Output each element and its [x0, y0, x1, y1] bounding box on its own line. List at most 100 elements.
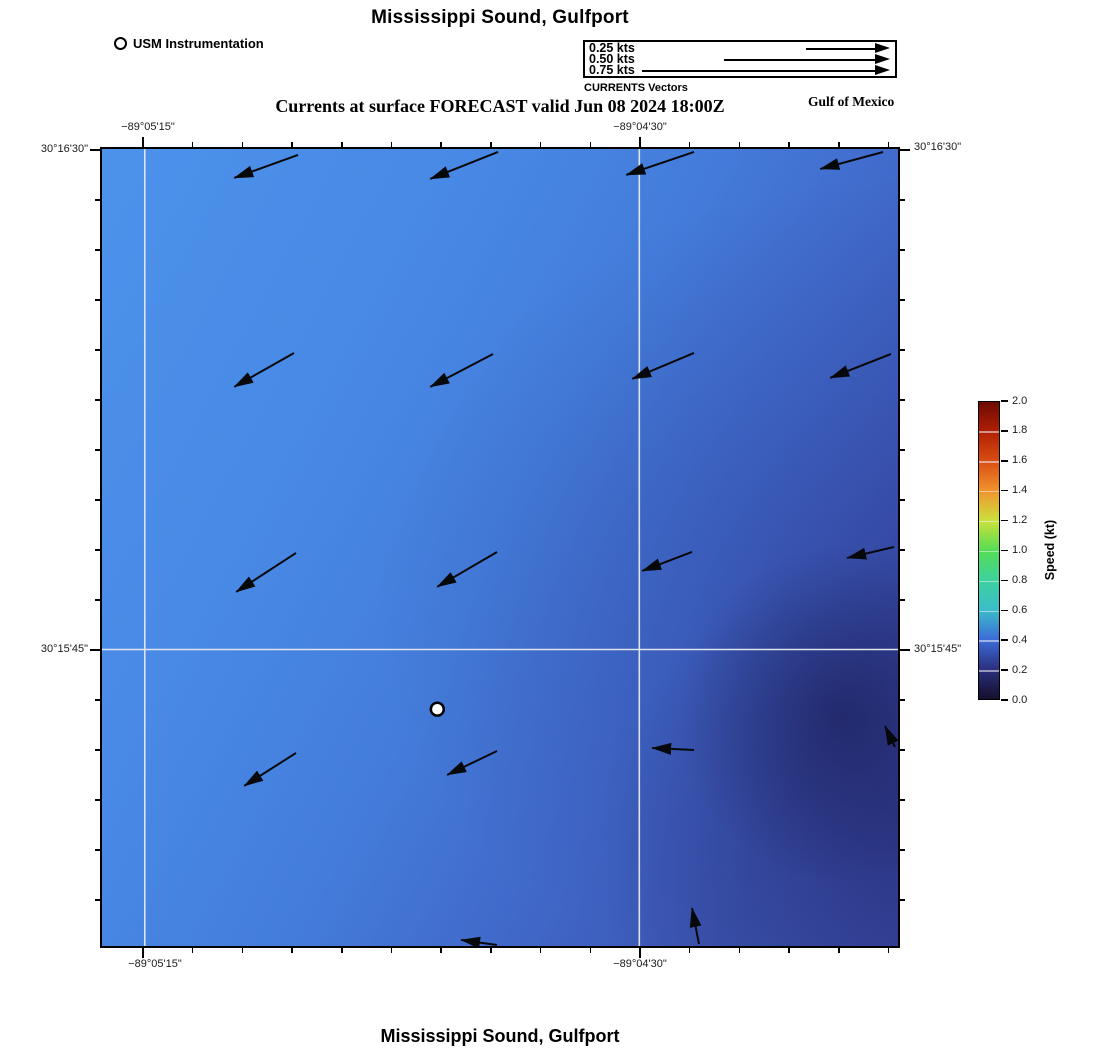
- colorbar-axis-label: Speed (kt): [1043, 519, 1057, 581]
- axis-tick: [291, 142, 293, 147]
- axis-tick: [95, 899, 100, 901]
- axis-tick: [539, 142, 542, 147]
- axis-tick: [390, 142, 393, 147]
- current-vector-arrow: [641, 551, 693, 572]
- current-vector-arrow: [446, 750, 498, 776]
- axis-tick: [95, 499, 100, 501]
- current-vectors: [233, 151, 898, 946]
- axis-tick: [788, 142, 790, 147]
- axis-tick: [688, 142, 691, 147]
- axis-tick: [900, 249, 905, 251]
- axis-tick: [1000, 489, 1008, 492]
- axis-tick: [639, 137, 641, 147]
- axis-tick: [191, 142, 194, 147]
- colorbar-divider: [979, 640, 999, 642]
- vector-legend-caption: CURRENTS Vectors: [584, 82, 688, 94]
- colorbar-tick-label: 1.4: [1012, 484, 1028, 497]
- vector-legend-shaft: [724, 59, 876, 61]
- vector-field-layer: [102, 149, 898, 946]
- axis-tick: [838, 948, 840, 953]
- bottom-title: Mississippi Sound, Gulfport: [380, 1026, 620, 1046]
- colorbar-tick-label: 0.8: [1012, 573, 1028, 586]
- colorbar-divider: [979, 550, 999, 553]
- axis-tick: [95, 749, 100, 751]
- axis-tick: [900, 449, 905, 451]
- current-vector-arrow: [233, 154, 299, 179]
- arrowhead-icon: [875, 54, 890, 64]
- right-axis-label: 30°15'45": [914, 643, 962, 655]
- axis-tick: [241, 142, 244, 147]
- top-axis-label: −89°04'30": [613, 121, 667, 133]
- axis-tick: [1000, 699, 1008, 701]
- axis-tick: [95, 799, 100, 801]
- colorbar-tick-label: 1.6: [1012, 454, 1028, 467]
- axis-tick: [90, 149, 100, 151]
- axis-tick: [639, 948, 641, 958]
- vector-legend-row: 0.75 kts: [585, 63, 895, 77]
- arrowhead-icon: [875, 65, 890, 75]
- axis-tick: [95, 599, 100, 601]
- vector-legend-label: 0.25 kts: [589, 41, 635, 55]
- usm-station-marker: [429, 701, 446, 717]
- axis-tick: [95, 549, 100, 551]
- axis-tick: [390, 948, 393, 953]
- current-vector-arrow: [689, 907, 702, 945]
- axis-tick: [1000, 549, 1008, 552]
- current-vector-arrow: [429, 151, 499, 180]
- current-vector-arrow: [829, 353, 892, 379]
- axis-tick: [900, 599, 905, 601]
- axis-tick: [688, 948, 691, 953]
- vector-legend-shaft: [642, 70, 876, 72]
- axis-tick: [788, 948, 790, 953]
- top-axis-label: −89°05'15": [121, 121, 175, 133]
- axis-tick: [738, 948, 741, 953]
- axis-tick: [241, 948, 244, 953]
- left-axis-label: 30°16'30": [40, 143, 88, 155]
- vector-legend-shaft: [806, 48, 876, 50]
- instrument-legend-label: USM Instrumentation: [133, 36, 264, 51]
- current-vector-arrow: [429, 353, 494, 388]
- left-axis-label: 30°15'45": [40, 643, 88, 655]
- region-label: Gulf of Mexico: [808, 94, 895, 109]
- colorbar-tick-label: 2.0: [1012, 394, 1028, 407]
- axis-tick: [1000, 579, 1008, 582]
- axis-tick: [95, 449, 100, 451]
- axis-tick: [490, 142, 492, 147]
- axis-tick: [95, 849, 100, 851]
- colorbar-tick-label: 0.4: [1012, 633, 1028, 646]
- colorbar: [978, 401, 1000, 700]
- map-gridlines: [102, 149, 898, 946]
- vector-legend-row: 0.50 kts: [585, 53, 895, 65]
- axis-tick: [1000, 400, 1008, 402]
- current-vector-arrow: [651, 742, 695, 755]
- colorbar-tick-label: 1.8: [1012, 424, 1028, 437]
- colorbar-divider: [979, 461, 999, 463]
- axis-tick: [539, 948, 542, 953]
- arrowhead-icon: [875, 43, 890, 53]
- axis-tick: [95, 199, 100, 201]
- axis-tick: [900, 549, 905, 551]
- axis-tick: [900, 749, 905, 751]
- axis-tick: [341, 142, 343, 147]
- bottom-axis-label: −89°05'15": [128, 958, 182, 970]
- open-circle-marker-icon: [114, 37, 127, 50]
- vector-legend-label: 0.75 kts: [589, 63, 635, 77]
- axis-tick: [142, 948, 144, 958]
- axis-tick: [738, 142, 741, 147]
- axis-tick: [440, 142, 442, 147]
- current-vector-arrow: [235, 552, 297, 593]
- axis-tick: [95, 399, 100, 401]
- axis-tick: [900, 349, 905, 351]
- axis-tick: [887, 142, 890, 147]
- axis-tick: [900, 149, 910, 151]
- axis-tick: [1000, 609, 1008, 612]
- colorbar-divider: [979, 431, 999, 433]
- map-plot-area: [100, 147, 900, 948]
- colorbar-divider: [979, 520, 999, 523]
- axis-tick: [1000, 639, 1008, 641]
- axis-tick: [90, 649, 100, 651]
- axis-tick: [900, 849, 905, 851]
- axis-tick: [1000, 669, 1008, 671]
- axis-tick: [95, 699, 100, 701]
- right-axis-label: 30°16'30": [914, 141, 962, 153]
